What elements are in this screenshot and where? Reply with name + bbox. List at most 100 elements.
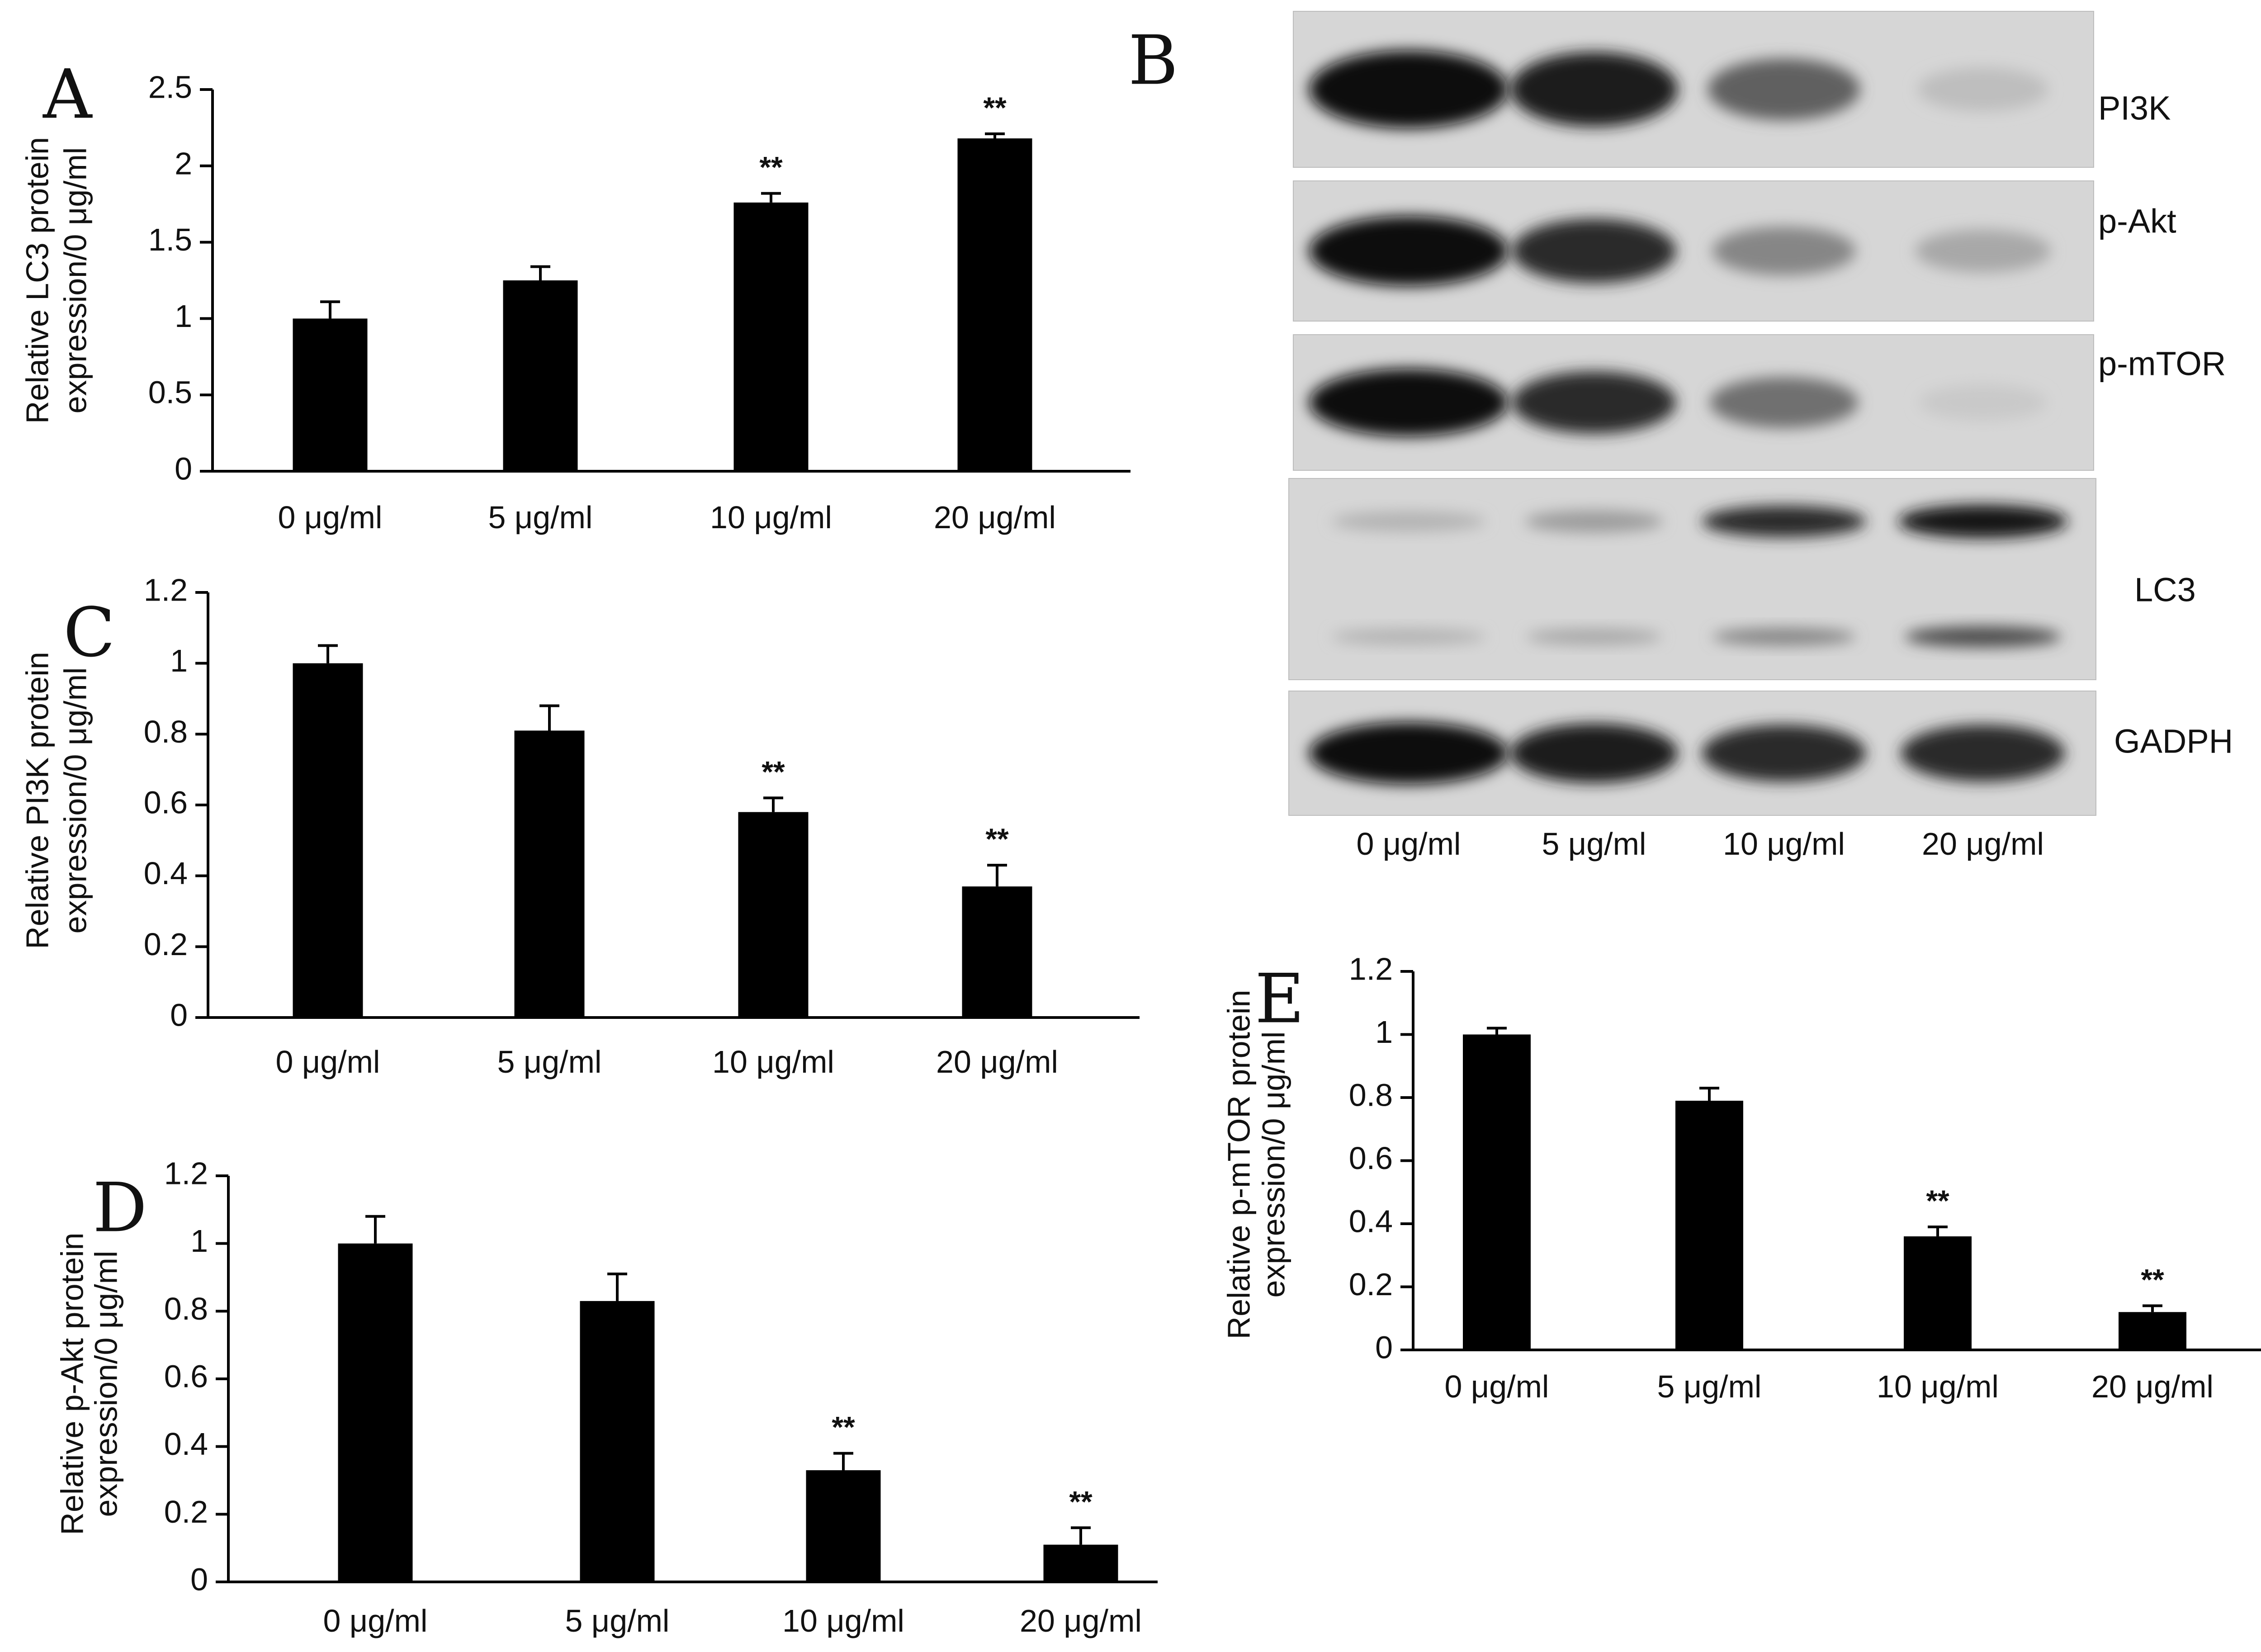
category-label: 5 μg/ml xyxy=(565,1603,670,1638)
blot-lane-label: 10 μg/ml xyxy=(1723,826,1845,862)
blot-band xyxy=(1702,506,1866,537)
blot-lane-label: 0 μg/ml xyxy=(1357,826,1461,862)
category-label: 0 μg/ml xyxy=(276,1044,380,1079)
blot-band xyxy=(1309,722,1508,785)
bar-1 xyxy=(580,1301,655,1582)
category-label: 20 μg/ml xyxy=(936,1044,1058,1079)
y-axis-title-line: Relative PI3K protein xyxy=(19,652,55,949)
category-label: 10 μg/ml xyxy=(1877,1369,1999,1404)
y-tick-label: 1 xyxy=(1375,1014,1393,1050)
blot-band xyxy=(1901,724,2065,782)
bar-1 xyxy=(514,730,585,1018)
y-axis-title-line: expression/0 μg/ml xyxy=(57,147,93,414)
y-axis-title-line: expression/0 μg/ml xyxy=(1256,1032,1291,1298)
blot-band xyxy=(1309,50,1508,128)
y-tick-label: 0 xyxy=(175,451,192,486)
blot-band xyxy=(1510,723,1678,783)
chart-panel-c: C 0 0.2 0.4 0.6 0.8 1 1.2 Relative PI3K protein e… xyxy=(19,572,1140,1079)
blot-band xyxy=(1309,369,1508,436)
bar-0 xyxy=(1463,1034,1531,1350)
bar-1 xyxy=(503,280,578,471)
y-axis-title-line: expression/0 μg/ml xyxy=(57,667,93,934)
blot-band xyxy=(1512,371,1676,434)
category-label: 5 μg/ml xyxy=(488,500,593,535)
blot-band xyxy=(1709,377,1859,428)
y-tick-label: 2 xyxy=(175,146,192,181)
bar-3 xyxy=(957,138,1032,472)
bar-3 xyxy=(2119,1312,2186,1350)
y-tick-label: 0 xyxy=(1375,1330,1393,1365)
blot-row-gadph: GADPH xyxy=(1288,691,2233,816)
y-tick-label: 0.2 xyxy=(144,927,188,962)
blot-band xyxy=(1708,58,1860,120)
blot-row-pi3k: PI3K xyxy=(1293,11,2171,168)
y-tick-label: 0.2 xyxy=(1349,1267,1393,1302)
bar-2 xyxy=(1904,1236,1972,1350)
category-label: 20 μg/ml xyxy=(934,500,1056,535)
blot-row-lc3: LC3 xyxy=(1288,478,2196,680)
y-tick-label: 0.8 xyxy=(164,1291,208,1326)
y-tick-label: 1.2 xyxy=(164,1155,208,1191)
y-tick-label: 0 xyxy=(190,1562,208,1597)
panel-letter-e: E xyxy=(1255,960,1305,1038)
blot-row-p-mtor: p-mTOR xyxy=(1293,334,2226,471)
blot-band xyxy=(1331,511,1486,532)
bar-2 xyxy=(733,202,809,472)
blot-band xyxy=(1510,52,1678,127)
y-tick-label: 0.8 xyxy=(144,714,188,749)
y-axis-title-line: Relative p-Akt protein xyxy=(54,1232,90,1535)
significance-marker: ** xyxy=(1069,1485,1093,1518)
y-tick-label: 1.2 xyxy=(144,572,188,607)
panel-letter-a: A xyxy=(43,55,93,134)
y-tick-label: 0.8 xyxy=(1349,1077,1393,1112)
y-axis-title-line: Relative LC3 protein xyxy=(19,137,55,424)
category-label: 0 μg/ml xyxy=(1445,1369,1549,1404)
significance-marker: ** xyxy=(1926,1184,1949,1217)
western-blot-panel: B PI3K p-Akt p-mTOR LC3 GADPH 0 μg/ml 5 μg/ml 10… xyxy=(1128,11,2233,862)
blot-band xyxy=(1915,229,2051,273)
category-label: 0 μg/ml xyxy=(278,500,383,535)
panel-letter-b: B xyxy=(1128,21,1178,100)
y-tick-label: 0.4 xyxy=(144,856,188,891)
y-tick-label: 0.6 xyxy=(164,1359,208,1394)
y-tick-label: 0.4 xyxy=(1349,1203,1393,1239)
y-tick-label: 1 xyxy=(190,1223,208,1259)
significance-marker: ** xyxy=(985,822,1009,856)
significance-marker: ** xyxy=(759,151,783,184)
blot-lane-label: 5 μg/ml xyxy=(1542,826,1646,862)
panel-letter-c: C xyxy=(63,593,115,672)
bar-2 xyxy=(806,1470,881,1582)
y-tick-label: 0 xyxy=(170,997,188,1032)
blot-band xyxy=(1712,628,1856,646)
chart-panel-d: D 0 0.2 0.4 0.6 0.8 1 1.2 Relative p-Akt protein… xyxy=(54,1155,1158,1638)
blot-label: PI3K xyxy=(2098,90,2171,127)
y-axis-title-line: expression/0 μg/ml xyxy=(88,1251,123,1517)
bar-0 xyxy=(338,1243,413,1582)
y-tick-label: 0.2 xyxy=(164,1494,208,1529)
category-label: 20 μg/ml xyxy=(2091,1369,2214,1404)
y-axis-title-line: Relative p-mTOR protein xyxy=(1221,990,1256,1340)
blot-band xyxy=(1526,629,1662,645)
blot-band xyxy=(1905,626,2061,648)
blot-label: LC3 xyxy=(2134,571,2196,609)
blot-label: p-mTOR xyxy=(2098,345,2226,383)
blot-band xyxy=(1309,216,1508,286)
bar-0 xyxy=(293,663,363,1018)
bar-1 xyxy=(1675,1100,1743,1350)
blot-band xyxy=(1331,629,1486,645)
significance-marker: ** xyxy=(983,91,1007,124)
y-tick-label: 0.5 xyxy=(148,375,192,410)
significance-marker: ** xyxy=(2141,1263,2164,1296)
blot-band xyxy=(1512,218,1676,284)
y-tick-label: 0.6 xyxy=(1349,1141,1393,1176)
blot-band xyxy=(1525,510,1663,533)
category-label: 20 μg/ml xyxy=(1020,1603,1142,1638)
bar-3 xyxy=(962,886,1032,1018)
category-label: 5 μg/ml xyxy=(1657,1369,1762,1404)
bar-2 xyxy=(738,812,809,1018)
blot-label: p-Akt xyxy=(2098,203,2176,240)
y-tick-label: 1.2 xyxy=(1349,951,1393,986)
significance-marker: ** xyxy=(762,755,785,788)
